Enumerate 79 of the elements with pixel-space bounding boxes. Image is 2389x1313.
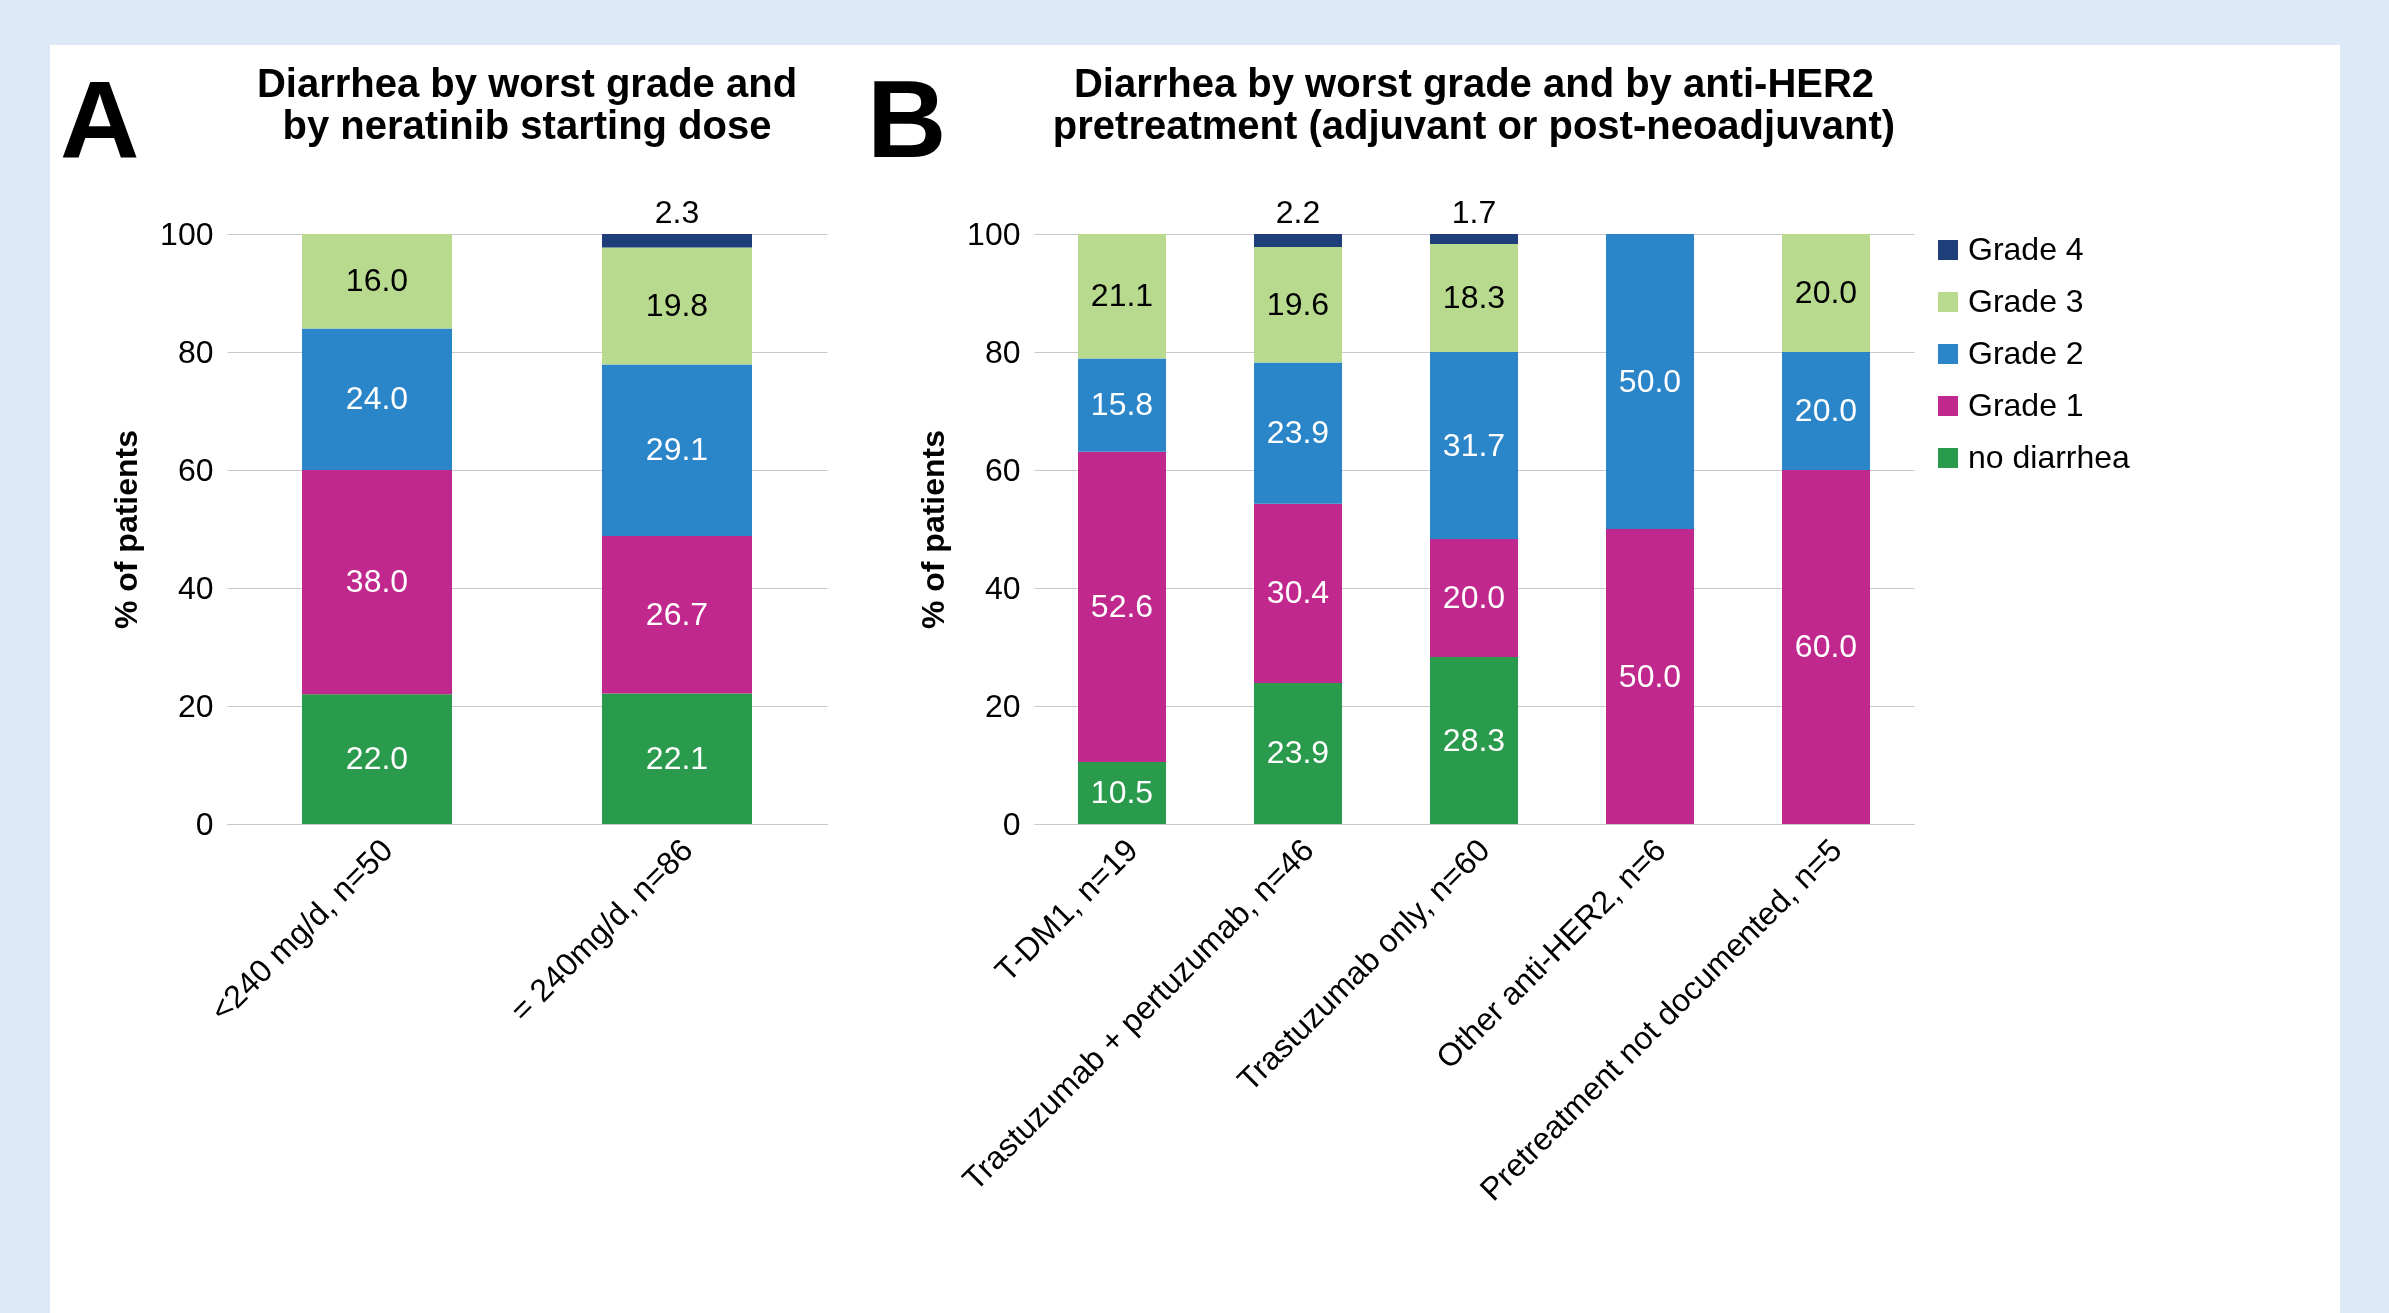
bar bbox=[602, 247, 752, 365]
data-label: 29.1 bbox=[645, 431, 709, 468]
text: A bbox=[60, 56, 140, 182]
y-tick-label: 80 bbox=[177, 333, 214, 370]
chart-title: Diarrhea by worst grade and by neratinib starting dose bbox=[256, 61, 798, 147]
y-tick-label: 20 bbox=[177, 687, 214, 724]
data-label: 50.0 bbox=[1618, 362, 1682, 399]
y-tick-label: 0 bbox=[195, 805, 214, 842]
y-axis-title: % of patients bbox=[915, 429, 952, 630]
data-label: 20.0 bbox=[1794, 274, 1858, 310]
bar bbox=[1430, 539, 1518, 658]
data-label: 24.0 bbox=[345, 380, 409, 417]
bar bbox=[1254, 362, 1342, 504]
y-tick-label: 100 bbox=[967, 215, 1021, 252]
data-label: 19.6 bbox=[1266, 285, 1330, 322]
data-label: 22.0 bbox=[345, 740, 409, 777]
data-label: 21.1 bbox=[1090, 277, 1154, 314]
bar bbox=[1254, 246, 1342, 363]
bar bbox=[1606, 234, 1694, 529]
bar bbox=[1430, 657, 1518, 824]
legend-label: no diarrhea bbox=[1968, 439, 2131, 475]
chart-title: Diarrhea by worst grade and by anti-HER2 pretreatment (adjuvant or post-neoadjuvant) bbox=[1052, 61, 1896, 147]
bar bbox=[1078, 762, 1166, 824]
bar bbox=[1078, 358, 1166, 452]
bar bbox=[1430, 234, 1518, 245]
y-tick-label: 80 bbox=[984, 333, 1021, 370]
data-label: 50.0 bbox=[1618, 657, 1682, 694]
bar bbox=[302, 234, 452, 329]
data-label: 10.5 bbox=[1090, 774, 1154, 811]
y-tick-label: 40 bbox=[984, 569, 1021, 606]
data-label: 19.8 bbox=[645, 286, 709, 323]
y-axis-title: % of patients bbox=[108, 429, 145, 630]
data-label: 1.7 bbox=[1451, 194, 1497, 230]
bar bbox=[302, 470, 452, 695]
bar bbox=[1606, 529, 1694, 824]
data-label: 18.3 bbox=[1442, 279, 1506, 316]
y-tick-label: 20 bbox=[984, 687, 1021, 724]
data-label: 52.6 bbox=[1090, 587, 1154, 624]
bar bbox=[302, 328, 452, 470]
bar bbox=[1430, 244, 1518, 352]
data-label: 30.4 bbox=[1266, 574, 1330, 611]
legend-label: Grade 2 bbox=[1968, 335, 2084, 371]
data-label: 60.0 bbox=[1794, 628, 1858, 664]
data-label: 26.7 bbox=[645, 595, 709, 632]
legend-label: Grade 3 bbox=[1968, 283, 2084, 319]
bar bbox=[1254, 682, 1342, 824]
data-label: 16.0 bbox=[345, 262, 409, 299]
bar bbox=[1782, 352, 1870, 470]
data-label: 15.8 bbox=[1090, 386, 1154, 423]
bar bbox=[602, 364, 752, 537]
data-label: 22.1 bbox=[645, 739, 709, 776]
y-tick-label: 40 bbox=[177, 569, 214, 606]
bar bbox=[1254, 234, 1342, 247]
bar bbox=[1078, 451, 1166, 763]
bar bbox=[602, 234, 752, 248]
bar bbox=[1254, 503, 1342, 683]
legend-label: Grade 4 bbox=[1968, 231, 2084, 267]
data-label: 20.0 bbox=[1794, 392, 1858, 428]
y-tick-label: 0 bbox=[1002, 805, 1021, 842]
y-tick-label: 100 bbox=[160, 215, 214, 252]
bar bbox=[1782, 234, 1870, 352]
data-label: 23.9 bbox=[1266, 414, 1330, 451]
bar bbox=[1078, 234, 1166, 359]
data-label: 20.0 bbox=[1442, 579, 1506, 616]
bar bbox=[1782, 470, 1870, 824]
y-tick-label: 60 bbox=[177, 451, 214, 488]
y-tick-label: 60 bbox=[984, 451, 1021, 488]
data-label: 38.0 bbox=[345, 563, 409, 600]
data-label: 31.7 bbox=[1442, 426, 1506, 463]
bar bbox=[602, 536, 752, 694]
legend-label: Grade 1 bbox=[1968, 387, 2084, 423]
bar bbox=[302, 694, 452, 824]
data-label: 2.2 bbox=[1275, 194, 1321, 230]
bar bbox=[1430, 352, 1518, 540]
data-label: 28.3 bbox=[1442, 721, 1506, 758]
data-label: 23.9 bbox=[1266, 734, 1330, 771]
text: B bbox=[867, 56, 947, 182]
data-label: 2.3 bbox=[654, 194, 700, 230]
bar bbox=[602, 693, 752, 824]
